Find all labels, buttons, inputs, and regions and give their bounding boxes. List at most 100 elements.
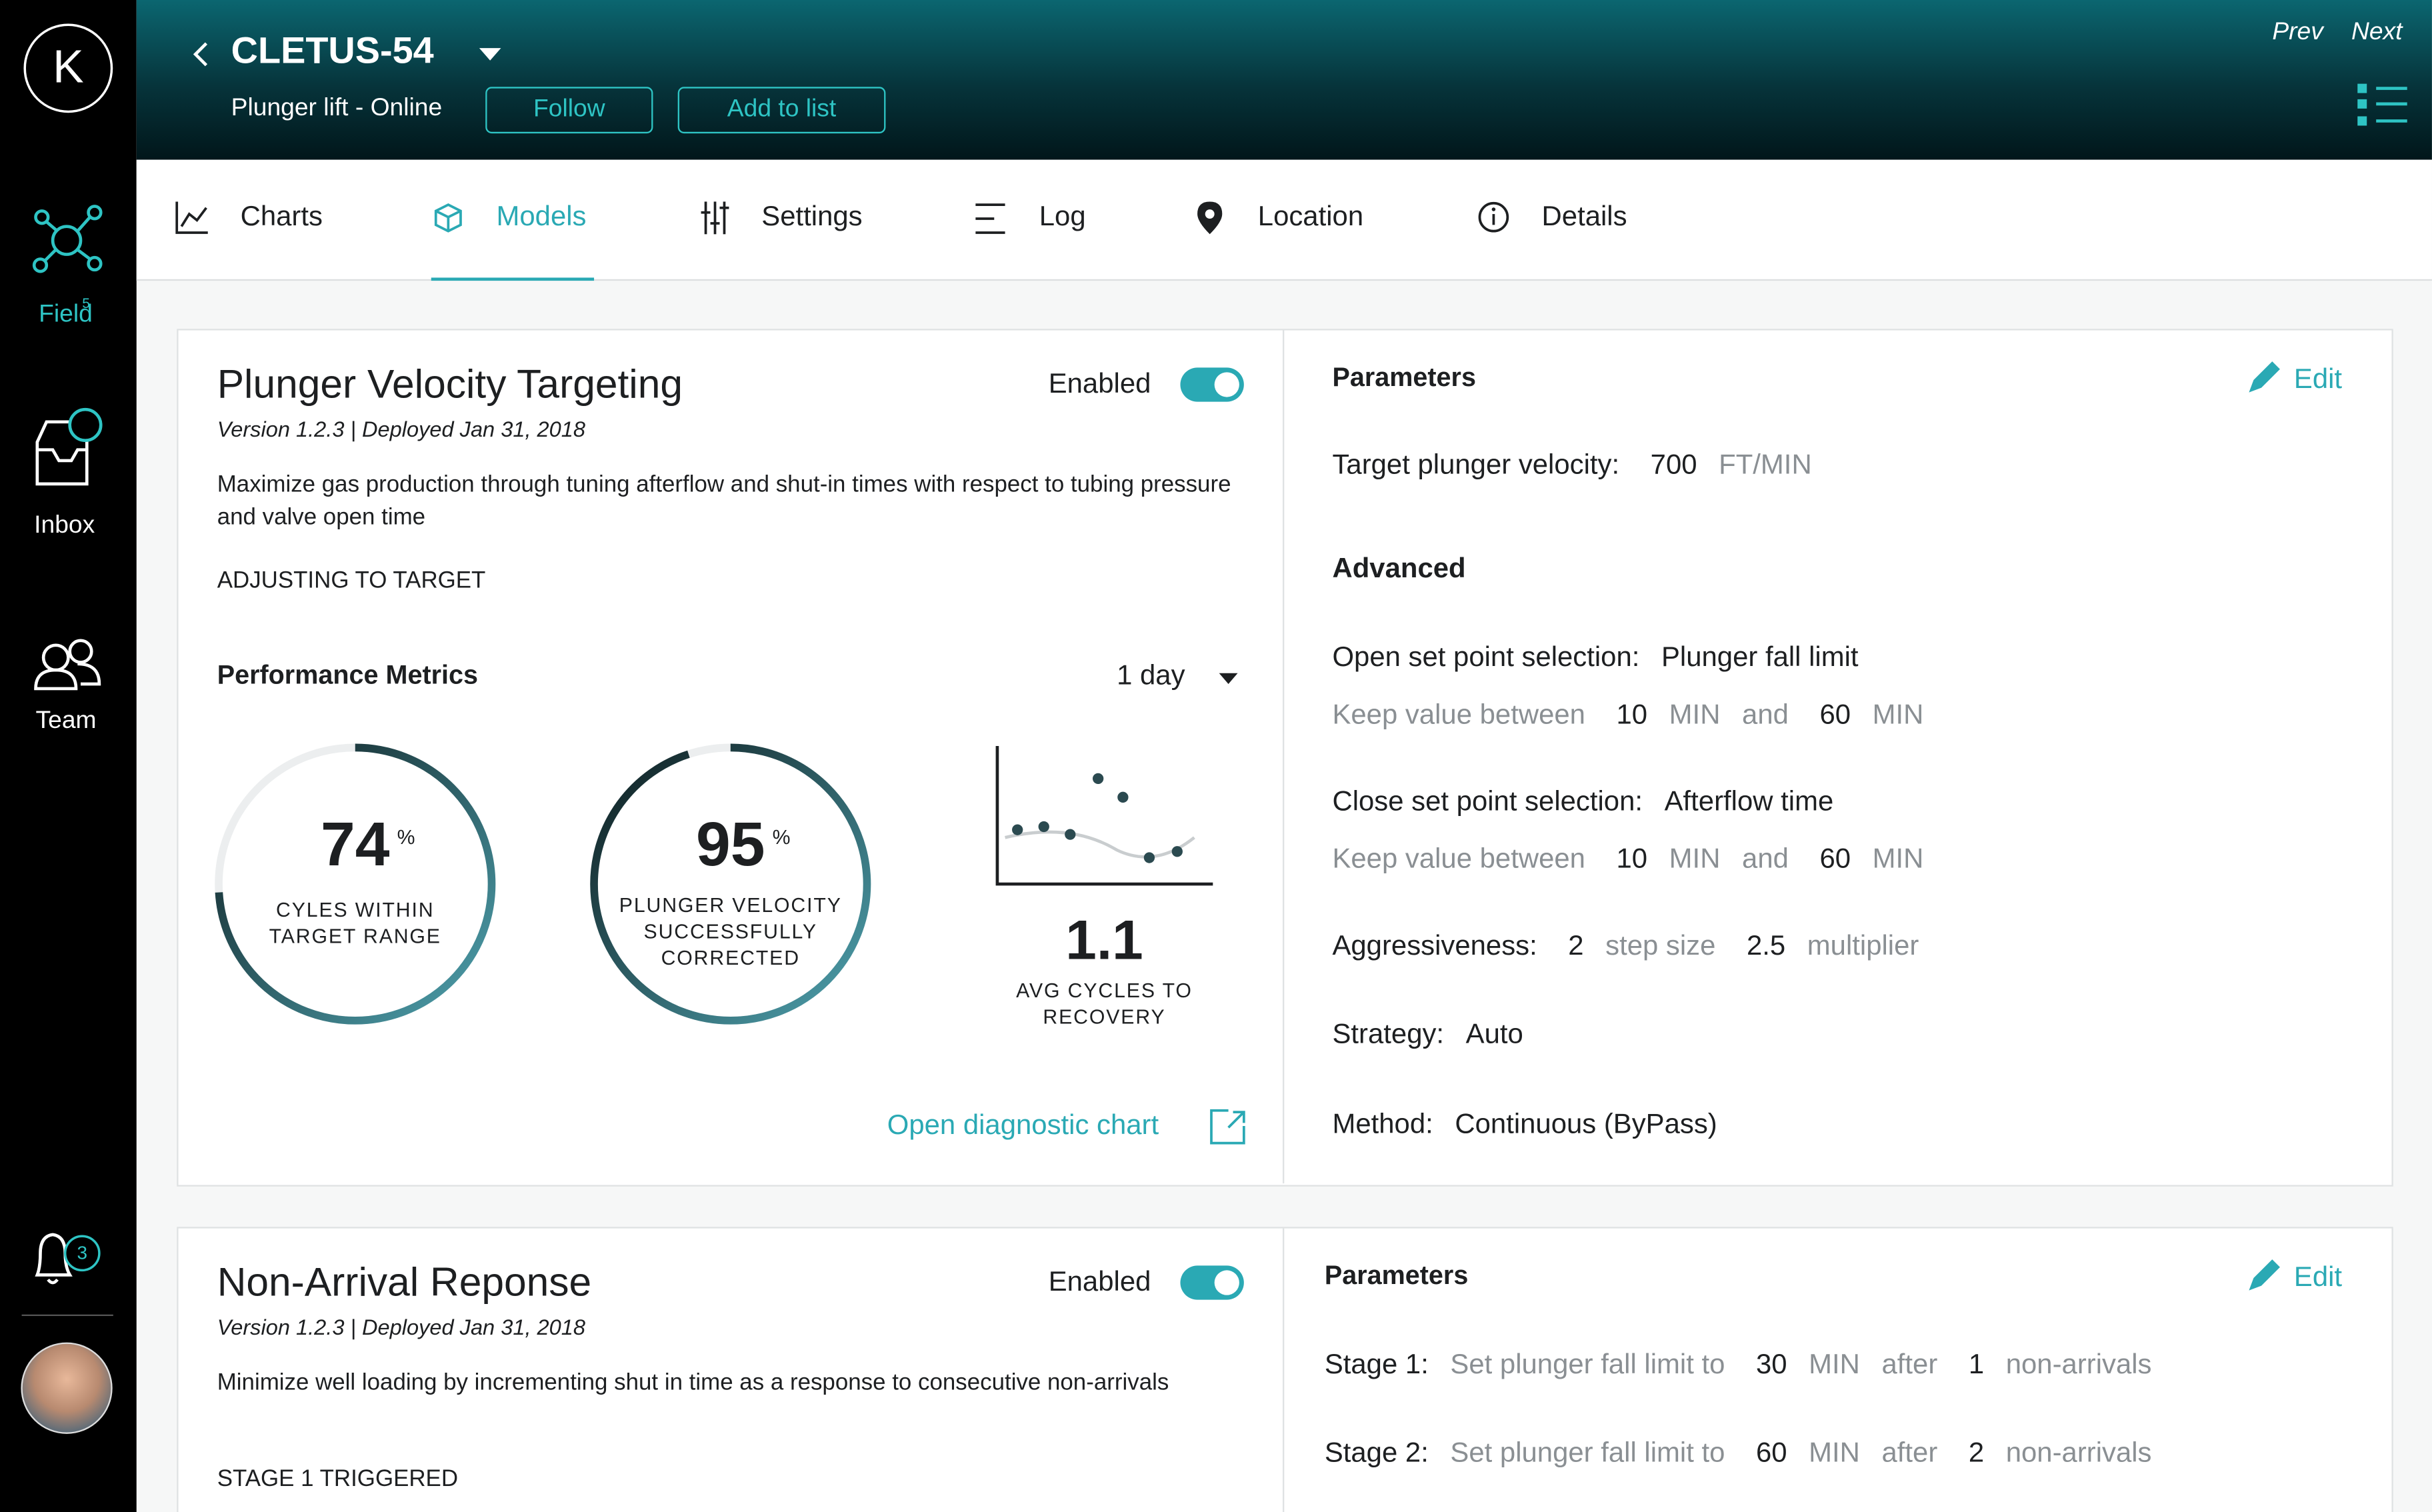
nav-field[interactable]: Field: [39, 301, 93, 328]
tab-charts[interactable]: Charts: [240, 200, 323, 232]
tab-underline: [431, 277, 595, 281]
sidebar-icons: [21, 23, 113, 1434]
parameter-row: Strategy: Auto: [1332, 1018, 1523, 1051]
nav-inbox[interactable]: Inbox: [34, 512, 95, 539]
parameter-text: Target plunger velocity:: [1332, 449, 1620, 481]
header-icons: [193, 42, 2407, 126]
prev-link[interactable]: Prev: [2272, 19, 2323, 46]
parameter-text: Open set point selection:: [1332, 641, 1640, 673]
model-card: [177, 1227, 2393, 1512]
tab-log[interactable]: Log: [1039, 200, 1086, 232]
logo[interactable]: K: [53, 41, 84, 93]
period-select[interactable]: 1 day: [1117, 659, 1185, 691]
mini-chart-dot: [1143, 852, 1155, 863]
model-title: Non-Arrival Reponse: [217, 1258, 592, 1305]
next-link[interactable]: Next: [2351, 19, 2403, 46]
metric-unit: %: [397, 825, 415, 849]
mini-chart-trend: [1005, 830, 1195, 859]
add-to-list-button[interactable]: Add to list: [677, 87, 886, 134]
model-status: ADJUSTING TO TARGET: [217, 567, 486, 595]
parameter-text: multiplier: [1807, 929, 1919, 961]
parameter-text: MIN: [1669, 699, 1721, 730]
parameter-text: 700: [1650, 449, 1697, 481]
model-status: STAGE 1 TRIGGERED: [217, 1465, 459, 1493]
edit-icon: [2249, 1259, 2280, 1291]
parameter-text: 10: [1616, 843, 1648, 874]
parameter-text: Afterflow time: [1664, 785, 1834, 817]
model-title: Plunger Velocity Targeting: [217, 360, 683, 407]
parameter-text: 1: [1968, 1348, 1985, 1380]
ring-arc: [215, 743, 496, 1025]
edit-icon: [2249, 361, 2280, 393]
nav-team[interactable]: Team: [35, 707, 97, 735]
parameter-text: 30: [1755, 1348, 1787, 1380]
parameter-text: 60: [1755, 1437, 1787, 1469]
parameter-row: Open set point selection: Plunger fall li…: [1332, 641, 1858, 674]
parameter-text: non-arrivals: [2005, 1348, 2152, 1380]
model-description: Minimize well loading by incrementing sh…: [217, 1369, 1169, 1396]
enabled-label: Enabled: [1048, 367, 1151, 399]
parameter-row: Keep value between 10 MIN and 60 MIN: [1332, 699, 1923, 731]
model-description: Maximize gas production through tuning a…: [217, 471, 1231, 531]
parameter-text: Stage 1:: [1324, 1348, 1429, 1380]
edit-link[interactable]: Edit: [2293, 1261, 2343, 1293]
parameter-text: 10: [1616, 699, 1648, 730]
mini-chart-dot: [1038, 821, 1049, 833]
mini-chart-dot: [1065, 829, 1076, 840]
diagnostic-link[interactable]: Open diagnostic chart: [887, 1109, 1159, 1141]
tab-settings[interactable]: Settings: [761, 200, 863, 232]
parameter-text: 60: [1819, 699, 1851, 730]
external-icon: [1210, 1109, 1245, 1145]
parameter-text: MIN: [1872, 699, 1924, 730]
parameter-row: Method: Continuous (ByPass): [1332, 1108, 1717, 1141]
card-divider: [1283, 1228, 1285, 1512]
parameter-text: step size: [1605, 929, 1716, 961]
parameter-text: Set plunger fall limit to: [1450, 1348, 1725, 1380]
well-name[interactable]: CLETUS-54: [231, 30, 434, 73]
parameter-text: Close set point selection:: [1332, 785, 1643, 817]
parameter-text: Strategy:: [1332, 1018, 1445, 1049]
mini-chart-dot: [1012, 824, 1023, 835]
parameter-text: MIN: [1669, 843, 1721, 874]
parameter-text: MIN: [1809, 1348, 1860, 1380]
follow-button[interactable]: Follow: [485, 87, 653, 134]
parameter-row: Aggressiveness: 2 step size 2.5 multiplier: [1332, 930, 1919, 963]
parameters-title: Parameters: [1324, 1260, 1469, 1291]
edit-link[interactable]: Edit: [2293, 363, 2343, 395]
parameter-text: Keep value between: [1332, 843, 1585, 874]
enabled-label: Enabled: [1048, 1265, 1151, 1297]
tab-icons: [175, 201, 1509, 235]
parameter-row: Stage 2: Set plunger fall limit to 60 MIN af…: [1325, 1437, 2152, 1470]
parameter-text: 2.5: [1746, 929, 1786, 961]
model-version: Version 1.2.3 | Deployed Jan 31, 2018: [217, 1314, 586, 1340]
parameter-text: Keep value between: [1332, 699, 1585, 730]
tab-details[interactable]: Details: [1541, 200, 1627, 232]
notification-count[interactable]: 3: [77, 1242, 88, 1264]
model-card: [177, 329, 2393, 1187]
metrics-title: Performance Metrics: [217, 660, 478, 690]
parameter-row: Stage 1: Set plunger fall limit to 30 MIN af…: [1325, 1349, 2152, 1381]
parameter-text: and: [1742, 699, 1789, 730]
metric-value: 1.1: [1065, 907, 1143, 972]
toggle-knob: [1214, 372, 1239, 397]
parameter-text: after: [1881, 1437, 1938, 1469]
parameter-text: and: [1742, 843, 1789, 874]
metric-value: 95: [696, 811, 765, 880]
parameters-title: Parameters: [1332, 362, 1476, 393]
parameter-text: Auto: [1465, 1018, 1523, 1049]
mini-chart-dot: [1117, 791, 1129, 803]
parameter-row: Target plunger velocity: 700 FT/MIN: [1332, 449, 1811, 482]
metric-label: PLUNGER VELOCITY SUCCESSFULLY CORRECTED: [619, 893, 842, 970]
tab-location[interactable]: Location: [1257, 200, 1364, 232]
toggle-knob: [1214, 1270, 1239, 1295]
tab-models[interactable]: Models: [496, 200, 587, 232]
model-version: Version 1.2.3 | Deployed Jan 31, 2018: [217, 416, 586, 442]
nav-field-badge: 5: [82, 295, 90, 311]
parameter-text: Continuous (ByPass): [1455, 1108, 1717, 1139]
mini-chart-axis: [995, 746, 1213, 886]
mini-chart-dot: [1093, 773, 1104, 785]
metric-label: CYLES WITHIN TARGET RANGE: [269, 898, 441, 948]
parameter-text: after: [1881, 1348, 1938, 1380]
parameter-text: non-arrivals: [2005, 1437, 2152, 1469]
